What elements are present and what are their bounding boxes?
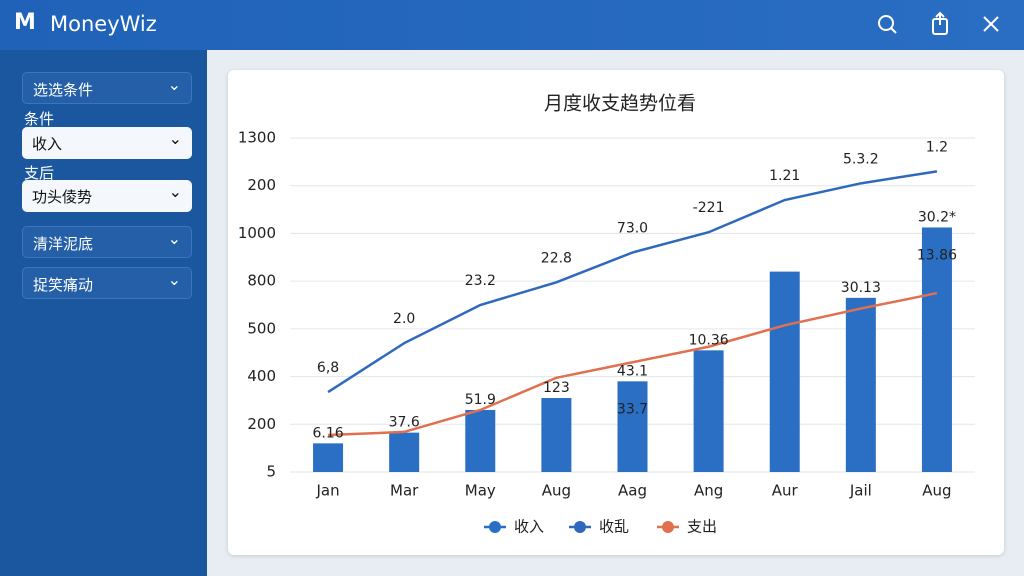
x-tick-label: Aug — [922, 482, 951, 500]
bar — [845, 297, 876, 472]
data-annotation: 51.9 — [465, 392, 496, 408]
sidebar: 选选条件 条件 收入 支后 功头倰势 清洋泥底 捉笑痛动 — [0, 50, 207, 576]
bar — [769, 271, 800, 472]
y-tick-label: 500 — [247, 319, 276, 337]
x-tick-label: Mar — [390, 482, 419, 500]
legend-label: 收乱 — [599, 518, 629, 536]
logo: M — [14, 10, 36, 35]
data-annotation: 33.7 — [617, 401, 648, 417]
legend-label: 收入 — [514, 518, 544, 536]
y-tick-label: 800 — [247, 272, 276, 290]
data-annotation: 13.86 — [917, 247, 957, 263]
data-annotation: 5.3.2 — [843, 151, 879, 167]
data-annotation: 37.6 — [389, 415, 420, 431]
legend-marker — [574, 521, 586, 533]
data-annotation: 30.2* — [918, 209, 956, 225]
condition-dropdown[interactable]: 收入 — [22, 127, 192, 159]
app-name: MoneyWiz — [50, 12, 157, 36]
data-annotation: 10.36 — [689, 332, 729, 348]
data-annotation: 1.21 — [769, 168, 800, 184]
search-button[interactable] — [878, 15, 897, 34]
data-annotation: 123 — [543, 380, 570, 396]
bar — [465, 409, 496, 472]
x-tick-label: Jail — [849, 482, 872, 500]
data-annotation: 2.0 — [393, 311, 415, 327]
x-tick-label: Jan — [315, 482, 339, 500]
y-tick-label: 1300 — [238, 129, 276, 147]
chart-title: 月度收支趋势位看 — [544, 93, 696, 115]
data-annotation: 22.8 — [541, 250, 572, 266]
close-button[interactable] — [983, 16, 999, 32]
app-header: M MoneyWiz — [0, 0, 1024, 50]
data-annotation: 73.0 — [617, 221, 648, 237]
data-annotation: 6.16 — [312, 425, 343, 441]
chart: 月度收支趋势位看 5 200 400 500 800 1000 200 1300 Jan Mar M… — [238, 93, 975, 536]
action-dropdown[interactable]: 捉笑痛动 — [22, 267, 192, 299]
legend-label: 支出 — [687, 518, 717, 536]
chart-card: 月度收支趋势位看 5 200 400 500 800 1000 200 1300 Jan Mar M… — [228, 70, 1004, 555]
data-annotation: 6,8 — [317, 360, 339, 376]
header-icons — [878, 11, 999, 35]
x-tick-label: Aug — [542, 482, 571, 500]
y-tick-label: 200 — [247, 415, 276, 433]
data-annotation: 30.13 — [841, 280, 881, 296]
x-tick-label: Aag — [618, 482, 647, 500]
bar — [313, 443, 344, 472]
data-annotation: 43.1 — [617, 363, 648, 379]
data-annotation: -221 — [693, 200, 725, 216]
data-annotation: 1.2 — [926, 139, 948, 155]
legend-marker — [489, 521, 501, 533]
filter-dropdown[interactable]: 选选条件 — [22, 72, 192, 104]
period-dropdown[interactable]: 功头倰势 — [22, 180, 192, 212]
period-label: 支后 — [24, 164, 55, 182]
bar — [617, 381, 648, 472]
y-tick-label: 5 — [266, 463, 276, 481]
x-tick-label: Aur — [772, 482, 799, 500]
line — [328, 291, 938, 437]
bar — [921, 227, 952, 472]
share-button[interactable] — [932, 11, 948, 35]
data-annotation: 23.2 — [465, 273, 496, 289]
line — [327, 170, 938, 394]
bar — [541, 398, 572, 472]
legend-marker — [662, 521, 674, 533]
y-tick-label: 200 — [247, 176, 276, 194]
y-tick-label: 400 — [247, 367, 276, 385]
x-tick-label: May — [465, 482, 496, 500]
bar — [389, 432, 420, 472]
clear-dropdown[interactable]: 清洋泥底 — [22, 226, 192, 258]
condition-label: 条件 — [24, 110, 55, 128]
y-tick-label: 1000 — [238, 224, 276, 242]
x-tick-label: Ang — [694, 482, 723, 500]
bar — [693, 350, 724, 472]
